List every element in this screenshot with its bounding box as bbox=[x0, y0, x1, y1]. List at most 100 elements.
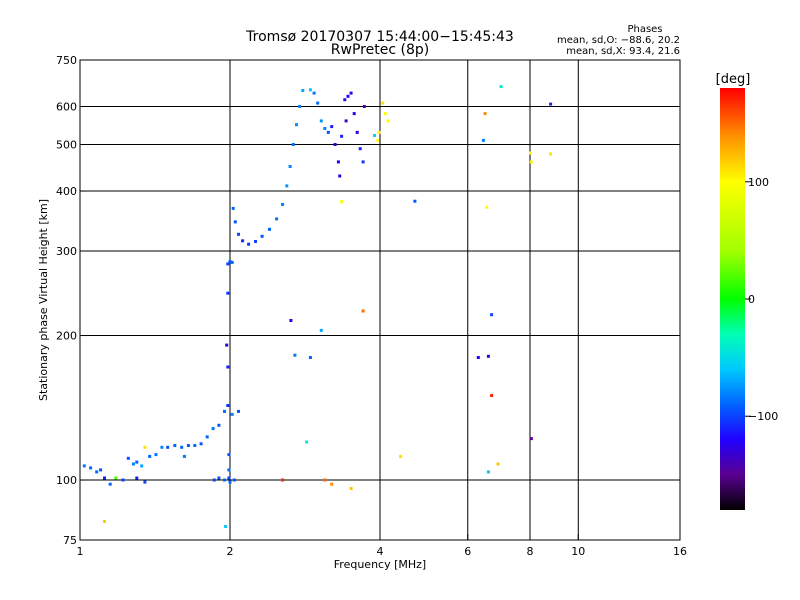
echo-point bbox=[344, 119, 348, 123]
chart-subtitle: RwPretec (8p) bbox=[331, 42, 429, 58]
echo-point bbox=[361, 309, 365, 313]
y-tick-label: 600 bbox=[56, 101, 77, 114]
colorbar-label: [deg] bbox=[716, 72, 751, 87]
echo-point bbox=[358, 147, 362, 151]
echo-point bbox=[486, 354, 490, 358]
echo-point bbox=[301, 89, 305, 92]
echo-point bbox=[490, 313, 494, 317]
echo-point bbox=[496, 462, 500, 466]
echo-point bbox=[227, 468, 231, 472]
echo-point bbox=[223, 478, 226, 482]
echo-point bbox=[343, 98, 347, 102]
echo-point bbox=[298, 105, 302, 108]
echo-point bbox=[193, 444, 197, 447]
echo-point bbox=[228, 480, 232, 484]
echo-point bbox=[160, 445, 164, 449]
echo-point bbox=[143, 480, 147, 484]
echo-point bbox=[135, 476, 139, 480]
echo-point bbox=[180, 445, 184, 449]
y-tick-label: 75 bbox=[63, 534, 77, 547]
x-tick-label: 6 bbox=[464, 545, 471, 558]
echo-point bbox=[225, 343, 229, 347]
echo-point bbox=[308, 356, 312, 359]
echo-point bbox=[143, 445, 147, 449]
colorbar-ticks: 100 0 −100 bbox=[745, 176, 778, 423]
x-tick-label: 8 bbox=[527, 545, 534, 558]
phase-colorbar bbox=[720, 88, 745, 510]
echo-point bbox=[247, 242, 251, 246]
echo-point bbox=[135, 460, 139, 464]
echo-point bbox=[352, 112, 356, 116]
echo-point bbox=[336, 160, 340, 164]
phase-stats-o-mode: mean, sd,O: −88.6, 20.2 bbox=[557, 35, 680, 46]
echo-points bbox=[82, 85, 553, 528]
echo-point bbox=[529, 151, 532, 155]
y-tick-label: 500 bbox=[56, 139, 77, 152]
echo-point bbox=[121, 478, 125, 482]
echo-point bbox=[275, 217, 279, 221]
echo-point bbox=[549, 152, 553, 156]
echo-point bbox=[338, 174, 342, 178]
echo-point bbox=[227, 476, 231, 480]
echo-point bbox=[383, 112, 387, 116]
echo-point bbox=[99, 468, 103, 472]
echo-point bbox=[226, 291, 230, 295]
echo-point bbox=[217, 423, 221, 427]
echo-point bbox=[486, 470, 490, 474]
x-tick-label: 16 bbox=[673, 545, 687, 558]
echo-point bbox=[254, 240, 257, 243]
phase-stats-x-mode: mean, sd,X: 93.4, 21.6 bbox=[566, 46, 680, 57]
echo-point bbox=[288, 165, 292, 168]
echo-point bbox=[295, 123, 298, 127]
echo-point bbox=[231, 206, 235, 210]
echo-point bbox=[481, 138, 485, 142]
echo-point bbox=[227, 453, 231, 457]
echo-point bbox=[476, 356, 480, 359]
echo-point bbox=[268, 227, 271, 231]
echo-point bbox=[340, 200, 344, 204]
x-tick-label: 1 bbox=[77, 545, 84, 558]
y-tick-label: 750 bbox=[56, 54, 77, 67]
y-axis-label: Stationary phase Virtual Height [km] bbox=[37, 199, 50, 401]
echo-point bbox=[323, 127, 327, 130]
echo-point bbox=[381, 101, 385, 105]
echo-point bbox=[377, 130, 381, 134]
colorbar-tick-label: 0 bbox=[748, 293, 755, 306]
echo-point bbox=[241, 239, 245, 243]
echo-point bbox=[237, 409, 240, 413]
echo-point bbox=[413, 199, 417, 203]
y-tick-label: 400 bbox=[56, 185, 77, 198]
echo-point bbox=[103, 519, 106, 523]
echo-point bbox=[126, 456, 130, 460]
echo-point bbox=[212, 478, 216, 482]
echo-point bbox=[205, 435, 209, 439]
echo-point bbox=[376, 138, 380, 142]
echo-point bbox=[211, 427, 215, 431]
echo-point bbox=[349, 91, 353, 95]
echo-point bbox=[154, 453, 158, 457]
x-tick-label: 4 bbox=[377, 545, 384, 558]
x-axis-label: Frequency [MHz] bbox=[334, 558, 426, 571]
echo-point bbox=[281, 203, 285, 206]
echo-point bbox=[281, 478, 285, 482]
echo-point bbox=[148, 454, 152, 458]
echo-point bbox=[340, 134, 344, 138]
echo-point bbox=[362, 105, 366, 108]
echo-point bbox=[291, 143, 295, 146]
x-tick-label: 2 bbox=[227, 545, 234, 558]
echo-point bbox=[237, 232, 240, 236]
echo-point bbox=[131, 462, 135, 466]
echo-point bbox=[373, 134, 376, 137]
y-tick-label: 300 bbox=[56, 245, 77, 258]
y-tick-label: 200 bbox=[56, 330, 77, 343]
echo-point bbox=[326, 130, 330, 134]
echo-point bbox=[226, 365, 230, 369]
echo-point bbox=[82, 464, 86, 468]
echo-point bbox=[305, 440, 309, 444]
colorbar-tick-label: 100 bbox=[748, 176, 769, 189]
echo-point bbox=[226, 404, 230, 407]
echo-point bbox=[108, 482, 112, 486]
y-tick-label: 100 bbox=[56, 474, 77, 487]
echo-point bbox=[228, 260, 232, 264]
